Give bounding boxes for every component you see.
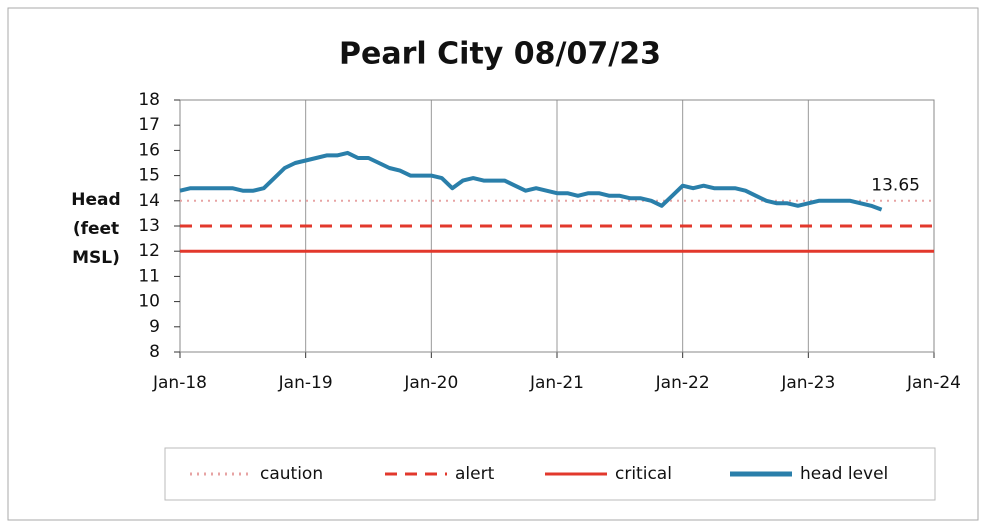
series-line	[179, 150, 883, 212]
y-tick-label: 18	[138, 90, 160, 110]
x-tick-label: Jan-23	[780, 373, 835, 393]
y-tick-label: 9	[149, 317, 160, 337]
y-axis-label: MSL)	[72, 248, 120, 268]
legend-label: head level	[800, 464, 888, 484]
x-tick-label: Jan-21	[529, 373, 584, 393]
y-tick-label: 14	[138, 191, 160, 211]
y-tick-label: 10	[138, 292, 160, 312]
y-tick-label: 11	[138, 266, 160, 286]
y-tick-label: 8	[149, 342, 160, 362]
x-tick-label: Jan-24	[906, 373, 961, 393]
y-tick-label: 16	[138, 140, 160, 160]
x-tick-label: Jan-20	[403, 373, 458, 393]
x-tick-label: Jan-22	[655, 373, 710, 393]
chart-frame	[7, 7, 979, 521]
y-tick-label: 13	[138, 216, 160, 236]
annotation: 13.65	[871, 176, 920, 196]
legend-box	[164, 447, 936, 501]
chart-title: Pearl City 08/07/23	[339, 37, 661, 72]
y-axis-label: (feet	[73, 219, 119, 239]
legend-label: alert	[455, 464, 495, 484]
x-tick-label: Jan-18	[152, 373, 207, 393]
y-axis-label: Head	[71, 190, 120, 210]
y-tick-label: 15	[138, 166, 160, 186]
legend-label: critical	[615, 464, 672, 484]
y-tick-label: 12	[138, 241, 160, 261]
y-tick-label: 17	[138, 115, 160, 135]
legend-label: caution	[260, 464, 323, 484]
x-tick-label: Jan-19	[278, 373, 333, 393]
